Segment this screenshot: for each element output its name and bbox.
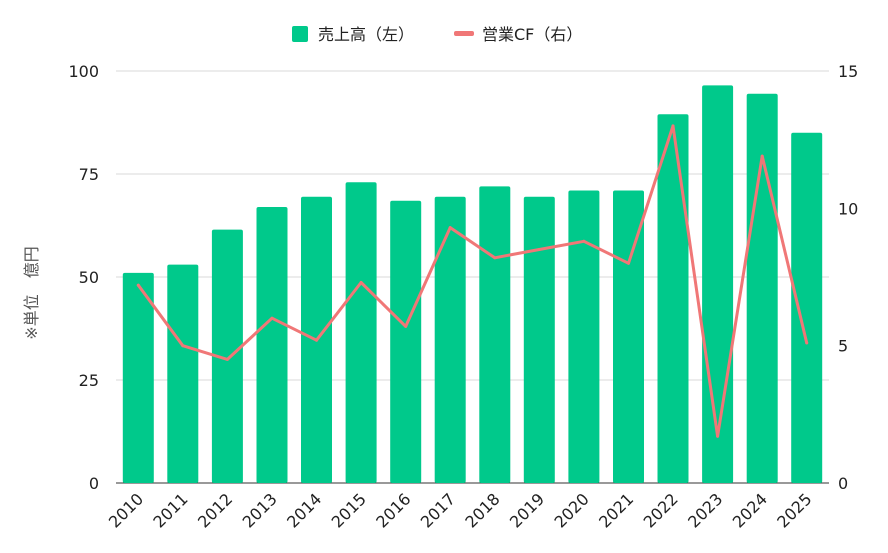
line-point-2010 <box>136 283 140 287</box>
bar-2017 <box>434 196 466 483</box>
bar-2010 <box>122 272 154 483</box>
bar-2023 <box>702 85 734 484</box>
y-axis-right: 0 5 10 15 <box>838 62 858 493</box>
y-axis-left: 0 25 50 75 100 <box>68 62 99 493</box>
line-point-2018 <box>493 256 497 260</box>
legend-label-sales: 売上高（左） <box>318 25 414 44</box>
line-point-2014 <box>315 338 318 342</box>
bar-2013 <box>256 207 288 483</box>
x-tick-label: 2023 <box>684 489 726 531</box>
y-left-tick-label: 25 <box>79 371 99 390</box>
line-point-2011 <box>181 344 185 348</box>
y-right-tick-label: 10 <box>838 199 858 218</box>
line-point-2012 <box>225 357 229 361</box>
y-left-tick-label: 100 <box>68 62 99 81</box>
x-tick-label: 2017 <box>417 489 459 531</box>
y-right-tick-label: 15 <box>838 62 858 81</box>
y-right-tick-label: 5 <box>838 337 848 356</box>
x-tick-label: 2016 <box>372 489 414 531</box>
legend-swatch-sales <box>292 26 308 42</box>
y-left-tick-label: 0 <box>89 474 99 493</box>
x-tick-label: 2012 <box>194 489 236 531</box>
x-tick-label: 2014 <box>283 489 325 531</box>
line-point-2013 <box>270 316 274 320</box>
bar-2019 <box>523 196 555 483</box>
legend-label-operating-cf: 営業CF（右） <box>482 25 582 44</box>
bar-2016 <box>390 200 422 484</box>
bar-2021 <box>613 190 644 483</box>
y-left-tick-label: 50 <box>79 268 99 287</box>
x-tick-label: 2010 <box>105 489 147 531</box>
x-tick-label: 2024 <box>729 489 771 531</box>
bar-2018 <box>479 186 511 483</box>
line-point-2019 <box>537 248 541 251</box>
bar-2020 <box>568 190 600 483</box>
bar-series-sales <box>122 85 823 484</box>
legend-swatch-operating-cf <box>454 31 474 36</box>
bar-2015 <box>345 182 377 483</box>
line-point-2024 <box>760 154 764 158</box>
x-tick-label: 2015 <box>328 489 370 531</box>
x-tick-label: 2019 <box>506 489 548 531</box>
y-left-tick-label: 75 <box>79 165 99 184</box>
line-path-operating-cf <box>136 124 809 438</box>
x-tick-label: 2011 <box>149 489 191 531</box>
x-tick-label: 2021 <box>595 489 637 531</box>
x-tick-label: 2025 <box>773 489 815 531</box>
x-tick-label: 2022 <box>640 489 682 531</box>
x-tick-label: 2018 <box>461 489 503 531</box>
bar-2025 <box>791 132 823 484</box>
line-point-2015 <box>359 281 363 284</box>
bar-2024 <box>746 93 778 483</box>
legend: 売上高（左） 営業CF（右） <box>292 25 582 44</box>
bar-2012 <box>211 229 243 483</box>
line-point-2025 <box>805 341 809 345</box>
x-tick-label: 2020 <box>551 489 593 531</box>
x-tick-label: 2013 <box>239 489 281 531</box>
line-point-2017 <box>448 226 452 230</box>
line-point-2021 <box>627 261 630 265</box>
line-point-2020 <box>582 239 586 243</box>
y-axis-title: ※単位 億円 <box>22 246 41 339</box>
line-point-2016 <box>404 324 408 328</box>
bar-2022 <box>657 114 689 484</box>
x-axis: 2010 2011 2012 2013 2014 2015 2016 2017 2018 2019… <box>105 489 816 531</box>
bar-2011 <box>167 264 199 483</box>
line-point-2023 <box>716 434 720 438</box>
line-point-2022 <box>671 124 675 128</box>
y-right-tick-label: 0 <box>838 474 848 493</box>
line-series-operating-cf <box>136 124 809 438</box>
